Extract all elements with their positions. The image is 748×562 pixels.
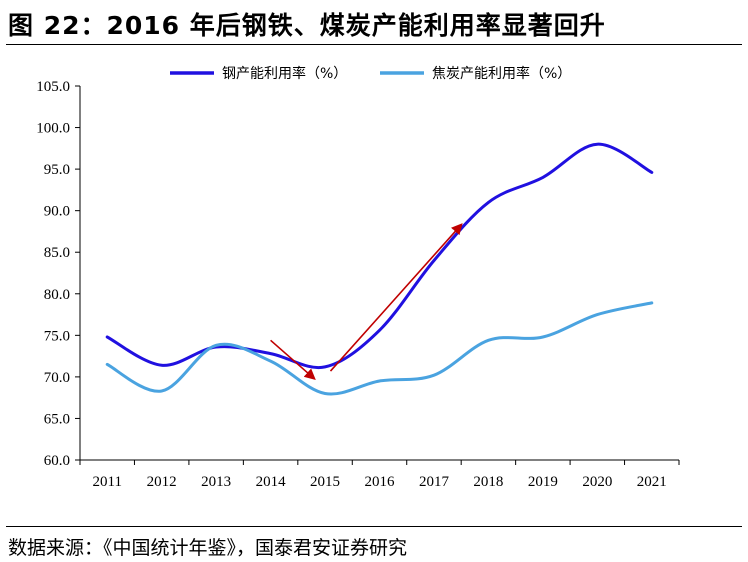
y-tick-label: 60.0 xyxy=(44,453,70,469)
x-tick-label: 2011 xyxy=(93,474,122,490)
y-tick-label: 85.0 xyxy=(44,245,70,261)
legend-label: 钢产能利用率（%） xyxy=(222,65,347,82)
x-tick-label: 2012 xyxy=(147,474,177,490)
y-tick-label: 100.0 xyxy=(36,121,70,137)
x-tick-label: 2016 xyxy=(365,474,396,490)
line-chart: 60.0 65.0 70.0 75.0 80.0 85.0 90.0 95.0 100.0 105… xyxy=(36,65,680,490)
figure-title: 图 22：2016 年后钢铁、煤炭产能利用率显著回升 xyxy=(8,11,606,40)
x-tick-label: 2017 xyxy=(419,474,450,490)
y-tick-label: 65.0 xyxy=(44,411,70,427)
x-tick-label: 2021 xyxy=(637,474,667,490)
chart-axes: 60.0 65.0 70.0 75.0 80.0 85.0 90.0 95.0 100.0 105… xyxy=(36,79,680,490)
x-tick-label: 2018 xyxy=(473,474,503,490)
x-tick-label: 2014 xyxy=(256,474,287,490)
steel-utilization-line xyxy=(105,142,654,370)
coke-utilization-line xyxy=(105,301,654,396)
chart-series-layer xyxy=(105,142,654,396)
chart-annotations xyxy=(270,223,463,381)
x-tick-label: 2015 xyxy=(310,474,340,490)
chart-legend: 钢产能利用率（%） 焦炭产能利用率（%） xyxy=(170,65,571,82)
y-tick-label: 80.0 xyxy=(44,287,70,303)
source-note: 数据来源：《中国统计年鉴》，国泰君安证券研究 xyxy=(8,537,408,559)
y-tick-label: 70.0 xyxy=(44,370,70,386)
x-tick-label: 2020 xyxy=(582,474,612,490)
source-rule xyxy=(6,526,742,527)
y-tick-label: 75.0 xyxy=(44,328,70,344)
y-tick-label: 90.0 xyxy=(44,204,70,220)
y-tick-label: 105.0 xyxy=(36,79,70,95)
decline-arrow xyxy=(270,339,316,381)
y-tick-label: 95.0 xyxy=(44,162,70,178)
legend-label: 焦炭产能利用率（%） xyxy=(432,65,571,82)
x-tick-label: 2013 xyxy=(201,474,231,490)
x-tick-label: 2019 xyxy=(528,474,558,490)
title-rule xyxy=(6,44,742,45)
recovery-arrow xyxy=(329,223,463,372)
